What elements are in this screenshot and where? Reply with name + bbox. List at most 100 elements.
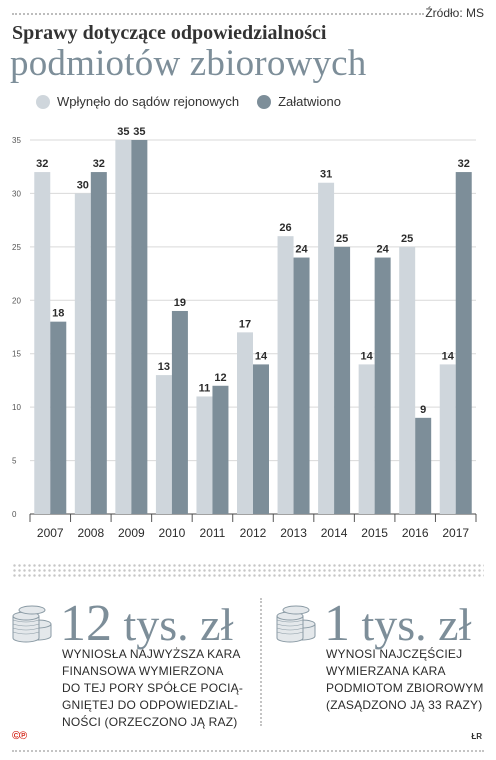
author-initials: ŁR: [471, 732, 482, 741]
stat-max-penalty: 12 tys. zł: [60, 598, 233, 650]
stat-max-penalty-desc-line: finansowa wymierzona: [62, 664, 224, 678]
stat-typical-penalty-desc-line: podmiotom zbiorowym: [326, 681, 484, 695]
bar-resolved: [293, 257, 310, 514]
data-label: 26: [279, 222, 291, 234]
bar-incoming: [358, 364, 375, 514]
stats-divider: [260, 598, 262, 726]
data-label: 13: [158, 361, 170, 373]
dotted-band: [12, 563, 484, 579]
bar-incoming: [237, 332, 253, 514]
bar-resolved: [50, 321, 67, 514]
y-tick-label: 10: [12, 403, 21, 412]
data-label: 24: [377, 244, 390, 256]
stat-max-penalty-number: 12: [60, 595, 112, 652]
x-tick-label: 2009: [118, 526, 145, 540]
data-label: 35: [117, 126, 129, 138]
stat-max-penalty-unit: tys. zł: [123, 599, 234, 650]
title-line-2: podmiotów zbiorowych: [10, 43, 367, 84]
legend-label-incoming: Wpłynęło do sądów rejonowych: [57, 94, 240, 109]
data-label: 11: [199, 382, 211, 394]
x-tick-label: 2011: [200, 526, 226, 540]
bar-incoming: [399, 246, 416, 514]
coins-icon: [276, 605, 316, 643]
bar-resolved: [455, 172, 472, 515]
stat-max-penalty-desc-line: Wyniosła najwyższa kara: [62, 647, 241, 661]
x-tick-label: 2012: [240, 526, 267, 540]
bar-resolved: [374, 257, 391, 514]
data-label: 14: [442, 350, 455, 362]
x-tick-label: 2010: [159, 526, 186, 540]
bar-resolved: [212, 385, 229, 514]
bar-incoming: [277, 236, 294, 514]
y-tick-label: 35: [12, 136, 21, 145]
x-tick-label: 2017: [442, 526, 469, 540]
data-label: 24: [295, 244, 308, 256]
stat-typical-penalty-desc-line: (zasądzono ją 33 razy): [326, 698, 483, 712]
stat-typical-penalty-value: 1 tys. zł: [324, 598, 471, 650]
stat-typical-penalty-unit: tys. zł: [361, 599, 472, 650]
data-label: 30: [77, 179, 89, 191]
bar-chart: 0 5 10 15 20 25 30 35 32 18 2007 30 32 2008 35 35 2009 13…: [12, 126, 477, 540]
x-tick-label: 2014: [321, 526, 348, 540]
stat-typical-penalty: 1 tys. zł: [324, 598, 471, 650]
bar-incoming: [439, 364, 456, 514]
legend-swatch-resolved: [257, 94, 272, 109]
bottom-rule: [12, 750, 484, 752]
stat-typical-penalty-description: Wynosi najczęściej wymierzana kara podmi…: [326, 646, 484, 714]
bar-incoming: [318, 182, 335, 514]
y-tick-label: 15: [12, 350, 21, 359]
legend-swatch-incoming: [36, 94, 50, 109]
legend-item-incoming: Wpłynęło do sądów rejonowych: [36, 94, 239, 109]
bar-incoming: [74, 193, 91, 514]
title-line-1: Sprawy dotyczące odpowiedzialności: [12, 22, 327, 44]
y-tick-label: 30: [12, 189, 21, 198]
stat-max-penalty-desc-line: gniętej do odpowiedzial-: [62, 698, 239, 712]
data-label: 9: [420, 404, 426, 416]
data-label: 14: [255, 350, 268, 362]
data-label: 32: [458, 158, 470, 170]
bar-resolved: [131, 140, 148, 514]
data-label: 31: [320, 169, 332, 181]
stat-max-penalty-description: Wyniosła najwyższa kara finansowa wymier…: [62, 646, 243, 731]
bar-resolved: [90, 172, 107, 515]
legend-item-resolved: Załatwiono: [257, 94, 341, 109]
data-label: 25: [336, 233, 348, 245]
data-label: 17: [239, 318, 251, 330]
data-label: 35: [133, 126, 145, 138]
publisher-logo: ©℗: [12, 730, 27, 742]
source-label: Źródło: MS: [425, 6, 484, 20]
bar-incoming: [155, 375, 172, 514]
data-label: 18: [52, 308, 64, 320]
data-label: 25: [401, 233, 413, 245]
bar-resolved: [253, 364, 269, 514]
x-tick-label: 2013: [280, 526, 307, 540]
bar-resolved: [334, 246, 351, 514]
data-label: 14: [361, 350, 374, 362]
x-tick-label: 2015: [361, 526, 388, 540]
bar-incoming: [115, 140, 132, 514]
data-label: 12: [214, 372, 226, 384]
bar-resolved: [171, 310, 188, 514]
legend: Wpłynęło do sądów rejonowych Załatwiono: [36, 94, 359, 109]
stat-max-penalty-value: 12 tys. zł: [60, 598, 233, 650]
y-tick-label: 5: [12, 457, 17, 466]
y-tick-label: 20: [12, 296, 21, 305]
x-tick-label: 2007: [37, 526, 64, 540]
x-tick-label: 2016: [402, 526, 429, 540]
stat-typical-penalty-number: 1: [324, 595, 350, 652]
data-label: 32: [36, 158, 48, 170]
data-label: 32: [93, 158, 105, 170]
y-tick-label: 25: [12, 243, 21, 252]
bar-resolved: [415, 417, 432, 514]
top-rule: [12, 13, 424, 15]
legend-label-resolved: Załatwiono: [278, 94, 341, 109]
coins-icon: [12, 605, 52, 643]
x-tick-label: 2008: [77, 526, 104, 540]
stat-typical-penalty-desc-line: wymierzana kara: [326, 664, 446, 678]
stat-typical-penalty-desc-line: Wynosi najczęściej: [326, 647, 463, 661]
bar-incoming: [196, 396, 213, 514]
data-label: 19: [174, 297, 186, 309]
stat-max-penalty-desc-line: do tej pory spółce pocią-: [62, 681, 244, 695]
stat-max-penalty-desc-line: ności (orzeczono ją raz): [62, 715, 238, 729]
y-tick-label: 0: [12, 510, 17, 519]
